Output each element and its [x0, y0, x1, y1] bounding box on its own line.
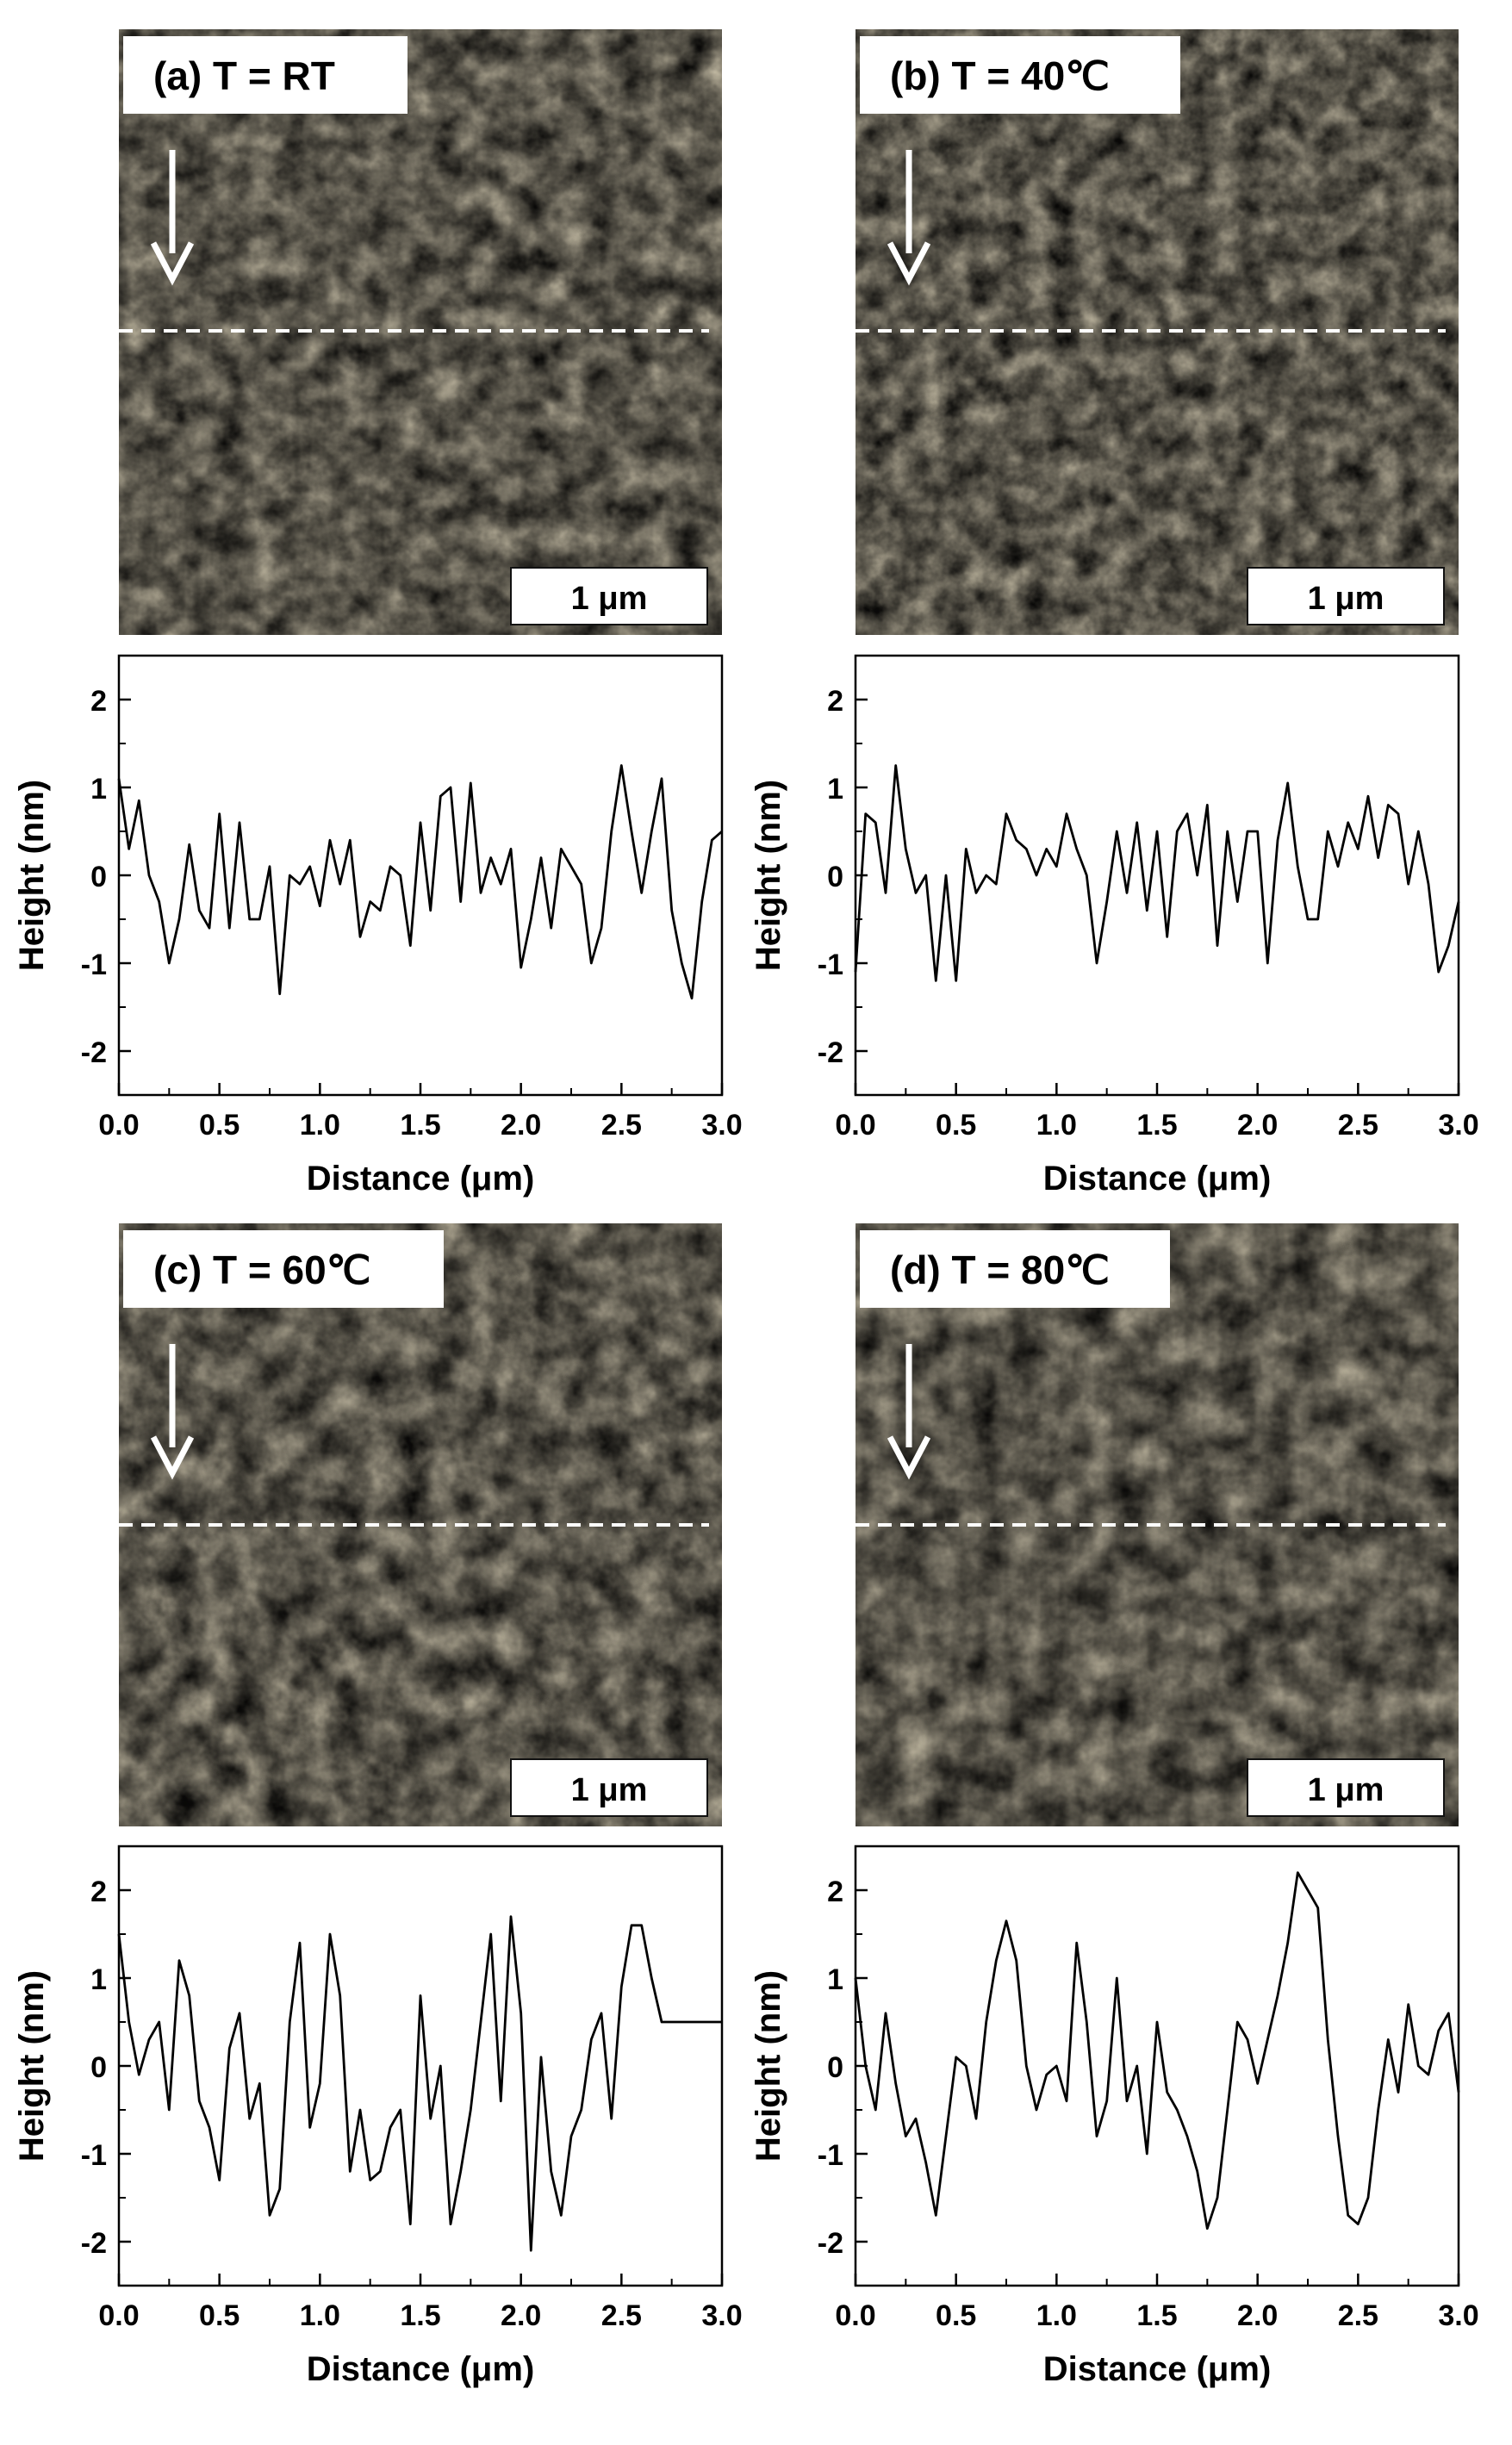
- x-tick-label: 2.0: [1237, 2299, 1278, 2332]
- afm-image-1: (b) T = 40℃ 1 μm: [856, 29, 1459, 635]
- y-tick-label: -1: [81, 949, 107, 981]
- panel-label-box: [860, 1230, 1170, 1308]
- afm-image-3: (d) T = 80℃ 1 μm: [856, 1223, 1459, 1826]
- panel-label-box: [860, 36, 1180, 114]
- height-profile-chart-0: 2 1 0 -1 -2 0.0 0.5 1.0 1.5 2.0 2.5 3.0 Distance (μm…: [13, 654, 743, 1198]
- x-tick-label: 0.0: [835, 2299, 875, 2332]
- x-axis-label: Distance (μm): [1043, 1160, 1272, 1198]
- x-tick-label: 1.5: [400, 1109, 440, 1142]
- scalebar-box: [510, 567, 708, 625]
- x-tick-label: 2.5: [1338, 1109, 1378, 1142]
- plot-frame: [117, 654, 724, 1097]
- y-axis-label: Height (nm): [13, 780, 51, 971]
- x-tick-label: 3.0: [1438, 1109, 1478, 1142]
- x-tick-label: 0.0: [98, 2299, 139, 2332]
- y-tick-label: -2: [81, 1036, 107, 1069]
- x-tick-label: 0.0: [835, 1109, 875, 1142]
- y-tick-label: 2: [90, 685, 107, 718]
- y-tick-label: 2: [827, 685, 843, 718]
- y-tick-label: -1: [818, 949, 843, 981]
- x-tick-label: 2.0: [1237, 1109, 1278, 1142]
- x-tick-label: 2.5: [601, 1109, 642, 1142]
- scalebar-label: 1 μm: [1308, 581, 1384, 617]
- x-tick-label: 3.0: [1438, 2299, 1478, 2332]
- height-profile-chart-2: 2 1 0 -1 -2 0.0 0.5 1.0 1.5 2.0 2.5 3.0 Distance (μm…: [13, 1845, 743, 2388]
- panel-label: (b) T = 40℃: [890, 53, 1110, 98]
- y-tick-label: 0: [827, 2051, 843, 2084]
- x-tick-label: 1.5: [1136, 2299, 1177, 2332]
- y-tick-label: 1: [90, 773, 107, 806]
- x-tick-label: 0.5: [199, 2299, 240, 2332]
- panel-label: (c) T = 60℃: [153, 1247, 370, 1292]
- panel-label: (a) T = RT: [153, 53, 335, 98]
- y-tick-label: 1: [90, 1963, 107, 1996]
- x-tick-label: 1.5: [1136, 1109, 1177, 1142]
- y-axis-label: Height (nm): [750, 1970, 787, 2162]
- x-tick-label: 2.0: [501, 2299, 541, 2332]
- y-tick-label: -2: [81, 2227, 107, 2260]
- x-tick-label: 1.0: [300, 2299, 340, 2332]
- x-axis-label: Distance (μm): [1043, 2350, 1272, 2388]
- x-tick-label: 2.5: [1338, 2299, 1378, 2332]
- arrow-head-icon: [150, 1435, 195, 1480]
- y-tick-label: 0: [827, 861, 843, 893]
- panel-label-box: [123, 36, 408, 114]
- x-tick-label: 1.0: [300, 1109, 340, 1142]
- arrow-head-icon: [887, 1435, 931, 1480]
- y-tick-label: 1: [827, 773, 843, 806]
- y-tick-label: 1: [827, 1963, 843, 1996]
- y-tick-label: 0: [90, 2051, 107, 2084]
- x-tick-label: 2.5: [601, 2299, 642, 2332]
- y-tick-label: -1: [81, 2139, 107, 2172]
- scalebar-box: [510, 1758, 708, 1817]
- x-axis-label: Distance (μm): [307, 1160, 535, 1198]
- x-tick-label: 0.5: [199, 1109, 240, 1142]
- y-tick-label: -2: [818, 2227, 843, 2260]
- afm-image-0: (a) T = RT 1 μm: [119, 29, 722, 635]
- afm-image-2: (c) T = 60℃ 1 μm: [119, 1223, 722, 1826]
- height-profile-chart-1: 2 1 0 -1 -2 0.0 0.5 1.0 1.5 2.0 2.5 3.0 Distance (μm…: [750, 654, 1479, 1198]
- y-tick-label: 2: [827, 1876, 843, 1908]
- y-axis-label: Height (nm): [750, 780, 787, 971]
- arrow-head-icon: [150, 241, 195, 286]
- arrow-head-icon: [887, 241, 931, 286]
- y-tick-label: -1: [818, 2139, 843, 2172]
- height-profile-line: [117, 1915, 722, 2252]
- plot-frame: [854, 1845, 1460, 2287]
- scalebar-label: 1 μm: [571, 581, 648, 617]
- scalebar-label: 1 μm: [1308, 1772, 1384, 1808]
- x-tick-label: 0.5: [936, 1109, 976, 1142]
- x-tick-label: 3.0: [701, 2299, 742, 2332]
- panel-label-box: [123, 1230, 444, 1308]
- height-profile-chart-3: 2 1 0 -1 -2 0.0 0.5 1.0 1.5 2.0 2.5 3.0 Distance (μm…: [750, 1845, 1479, 2388]
- height-profile-line: [854, 764, 1460, 982]
- x-axis-label: Distance (μm): [307, 2350, 535, 2388]
- x-tick-label: 1.0: [1036, 1109, 1077, 1142]
- x-tick-label: 2.0: [501, 1109, 541, 1142]
- scalebar-label: 1 μm: [571, 1772, 648, 1808]
- height-profile-line: [117, 764, 723, 1000]
- y-axis-label: Height (nm): [13, 1970, 51, 2162]
- x-tick-label: 0.5: [936, 2299, 976, 2332]
- y-tick-label: 2: [90, 1876, 107, 1908]
- plot-frame: [854, 654, 1460, 1097]
- x-tick-label: 1.0: [1036, 2299, 1077, 2332]
- scalebar-box: [1247, 1758, 1445, 1817]
- panel-label: (d) T = 80℃: [890, 1247, 1110, 1292]
- y-tick-label: -2: [818, 1036, 843, 1069]
- height-profile-line: [854, 1871, 1460, 2230]
- plot-frame: [117, 1845, 724, 2287]
- x-tick-label: 0.0: [98, 1109, 139, 1142]
- scalebar-box: [1247, 567, 1445, 625]
- x-tick-label: 1.5: [400, 2299, 440, 2332]
- y-tick-label: 0: [90, 861, 107, 893]
- x-tick-label: 3.0: [701, 1109, 742, 1142]
